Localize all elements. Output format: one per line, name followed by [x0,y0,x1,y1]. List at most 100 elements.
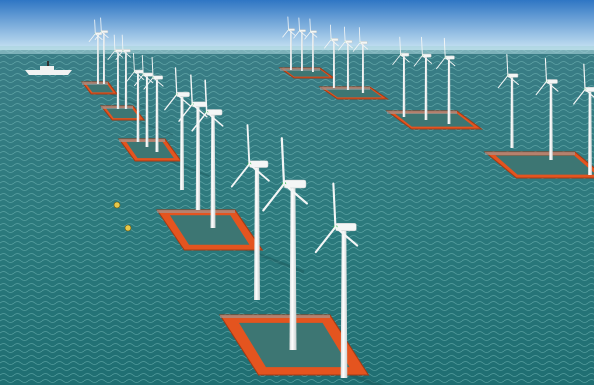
turbine-blade [191,111,208,132]
turbine-blade [545,80,559,92]
platform-deck-edge [82,82,108,85]
turbine-blade [88,33,96,43]
turbine-tower [145,75,149,147]
left-row-turbine [125,52,145,142]
turbine-blade [133,52,135,73]
turbine-blade [143,77,154,90]
platform-opening [105,107,140,119]
turbine-blade [392,54,401,66]
turbine-blade [421,36,423,57]
right-platform [483,151,594,179]
turbine-blade [304,31,311,40]
turbine-tower [588,90,592,175]
turbine-blade [133,71,145,80]
turbine-blade [122,50,132,58]
turbine-blade [152,77,164,87]
turbine-blade [344,41,353,49]
turbine-blade [444,57,456,67]
left-row-turbine [88,19,103,84]
right-row-turbine [324,24,339,88]
turbine-blade [94,31,102,41]
turbine-blade [125,71,135,83]
turbine-blade [262,182,286,212]
turbine-blade [344,26,346,43]
turbine-blade [288,29,296,36]
platform-opening [325,88,383,98]
turbine-blade [436,57,446,70]
buoy [113,201,121,209]
platform-deck-edge [119,139,165,142]
turbine-blade [359,42,368,50]
platform-opening [86,83,114,93]
turbine-tower [301,31,303,71]
turbine-blade [324,39,332,49]
right-row-turbine [304,18,318,72]
right-platform [278,67,336,79]
turbine-blade [421,55,433,64]
platform-opening [284,69,330,77]
turbine-blade [413,55,423,67]
turbine-blade [338,41,346,51]
left-row-turbine [230,124,270,300]
turbine-tower [116,51,120,109]
turbine-tower [195,105,201,210]
turbine-blade [115,50,124,61]
platform-opening [394,113,474,127]
turbine-blade [584,88,594,98]
turbine-blade [151,56,154,79]
turbine-tower [361,43,365,93]
turbine-tower [210,113,216,228]
turbine-blade [293,30,300,39]
left-row-turbine [107,34,124,109]
turbine-blade [400,54,410,63]
left-row-turbine [262,137,309,350]
turbine-blade [205,111,224,127]
turbine-blade [282,29,289,38]
turbine-blade [298,17,300,32]
turbine-tower [424,56,428,120]
turbine-tower [312,32,314,72]
turbine-blade [246,124,251,166]
left-row-turbine [94,17,109,84]
turbine-blade [332,182,337,229]
left-row-turbine [191,79,224,228]
turbine-blade [358,27,361,44]
turbine-blade [176,93,191,107]
turbine-blade [309,18,311,33]
turbine-blade [544,58,548,83]
turbine-tower [96,34,100,84]
ship-cabin [40,66,54,70]
turbine-blade [506,53,509,77]
turbine-tower [346,42,350,90]
left-platform [80,81,119,95]
left-row-turbine [134,54,154,147]
turbine-blade [399,36,401,56]
platform-deck-edge [387,111,457,114]
left-row-turbine [314,182,359,378]
ship-hull [25,70,72,75]
turbine-tower [254,165,260,300]
turbine-blade [310,31,318,38]
turbine-tower [332,40,336,88]
right-row-turbine [293,17,307,71]
platform-opening [126,141,174,159]
turbine-blade [94,19,96,35]
horizon-haze [0,46,594,54]
turbine-blade [94,33,103,40]
platform-deck-edge [157,210,235,213]
left-platform [156,209,264,251]
turbine-tower [102,32,106,84]
turbine-blade [443,37,446,59]
turbine-blade [497,75,509,89]
buoys [113,201,132,232]
turbine-tower [179,95,185,190]
right-row-turbine [497,53,519,148]
sky [0,0,594,52]
right-row-turbine [338,26,353,90]
platform-opening [169,215,250,245]
turbine-blade [100,31,109,38]
platform-deck-edge [485,152,575,155]
turbine-blade [535,80,548,96]
wind-turbines [88,16,594,378]
